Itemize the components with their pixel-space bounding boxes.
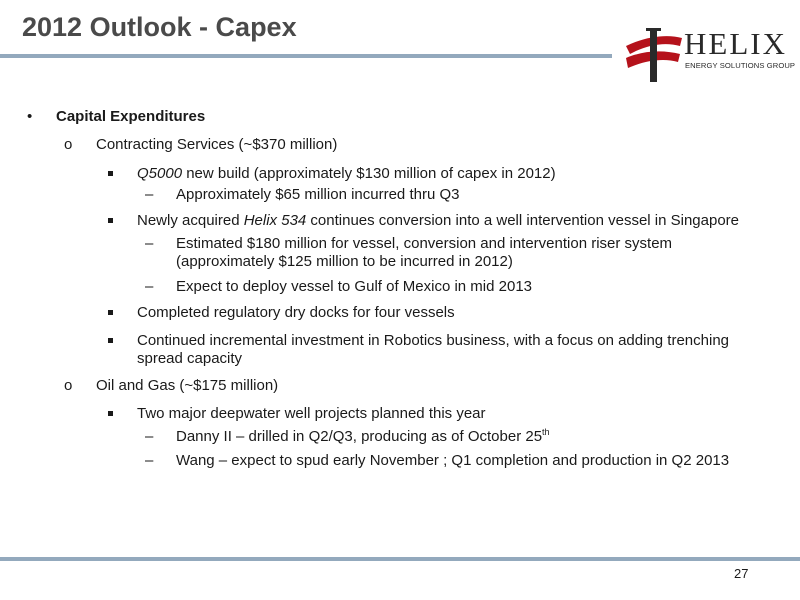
drydocks-item: Completed regulatory dry docks for four … (137, 304, 455, 321)
title-divider (0, 54, 612, 58)
dash-marker: – (145, 452, 154, 469)
danny-ii-superscript: th (542, 427, 550, 437)
square-bullet (108, 411, 113, 416)
bullet-marker: • (27, 108, 33, 125)
capex-heading: Capital Expenditures (56, 108, 206, 125)
square-bullet (108, 218, 113, 223)
q5000-text: new build (approximately $130 million of… (182, 165, 556, 182)
circle-marker: o (64, 377, 73, 394)
wang-item: Wang – expect to spud early November ; Q… (176, 452, 730, 469)
dash-marker: – (145, 278, 154, 295)
projects-item: Two major deepwater well projects planne… (137, 405, 486, 422)
helix534-estimate-line2: (approximately $125 million to be incurr… (176, 253, 513, 270)
q5000-sub-item: Approximately $65 million incurred thru … (176, 186, 460, 203)
oil-gas-item: Oil and Gas (~$175 million) (96, 377, 279, 394)
helix534-pre: Newly acquired (137, 212, 244, 229)
q5000-item: Q5000 new build (approximately $130 mill… (137, 165, 556, 182)
helix534-deploy-item: Expect to deploy vessel to Gulf of Mexic… (176, 278, 533, 295)
robotics-item-line1: Continued incremental investment in Robo… (137, 332, 730, 349)
danny-ii-text: Danny II – drilled in Q2/Q3, producing a… (176, 428, 543, 445)
helix534-estimate-line1: Estimated $180 million for vessel, conve… (176, 235, 673, 252)
page-number: 27 (734, 566, 749, 581)
footer-divider (0, 557, 800, 561)
square-bullet (108, 171, 113, 176)
square-bullet (108, 338, 113, 343)
dash-marker: – (145, 235, 154, 252)
contracting-services-item: Contracting Services (~$370 million) (96, 136, 338, 153)
helix534-vessel-name: Helix 534 (243, 212, 307, 229)
logo-wordmark: HELIX (684, 26, 787, 61)
slide-content: • Capital Expenditures o Contracting Ser… (27, 108, 739, 469)
robotics-item-line2: spread capacity (137, 350, 243, 367)
danny-ii-item: Danny II – drilled in Q2/Q3, producing a… (176, 427, 550, 446)
dash-marker: – (145, 186, 154, 203)
dash-marker: – (145, 428, 154, 445)
circle-marker: o (64, 136, 73, 153)
logo-subtitle: ENERGY SOLUTIONS GROUP (685, 61, 796, 70)
square-bullet (108, 310, 113, 315)
helix534-text: continues conversion into a well interve… (306, 212, 740, 229)
q5000-vessel-name: Q5000 (137, 165, 183, 182)
page-title: 2012 Outlook - Capex (22, 12, 297, 42)
helix-logo-icon (626, 28, 682, 82)
helix534-item: Newly acquired Helix 534 continues conve… (137, 212, 739, 229)
